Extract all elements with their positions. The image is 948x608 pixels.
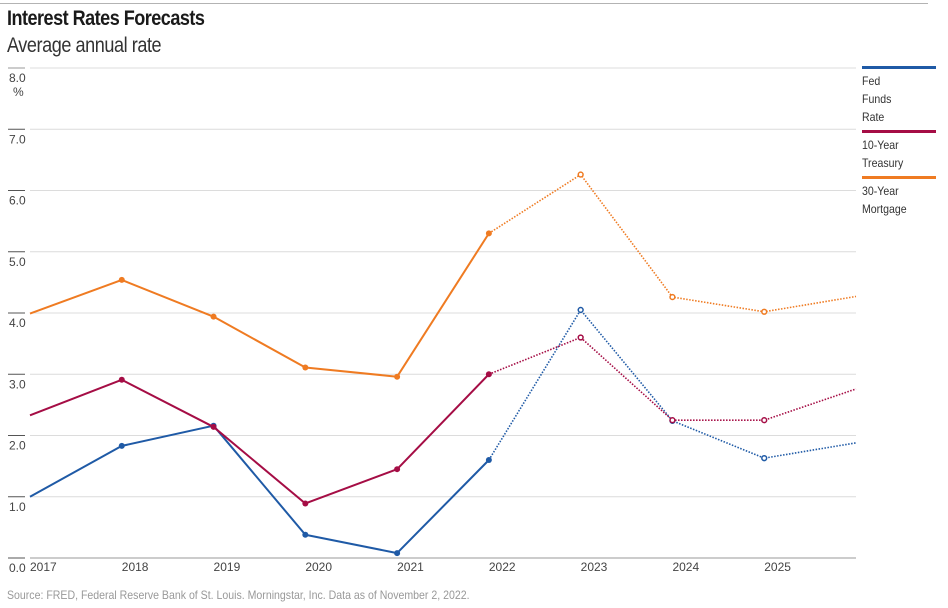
data-point — [302, 364, 309, 371]
data-point — [394, 373, 401, 380]
y-axis: 0.0 1.0 2.0 3.0 4.0 5.0 6.0 7.0 8.0% — [8, 67, 26, 575]
gridlines — [30, 67, 856, 498]
y-tick-label: 0.0 — [9, 561, 26, 575]
data-point — [302, 500, 309, 507]
series-line-actual — [29, 373, 490, 505]
data-point — [761, 417, 768, 424]
series-30-year-mortgage — [29, 171, 857, 380]
series-lines — [29, 171, 857, 557]
data-point — [485, 230, 492, 237]
legend-item: 30-Year Mortgage — [862, 176, 936, 218]
x-tick-label: 2018 — [122, 560, 149, 574]
series-line-forecast — [488, 308, 857, 461]
legend-label-line: Fed — [862, 74, 881, 88]
series-line-forecast — [488, 173, 857, 313]
series-line-forecast — [488, 336, 857, 421]
y-tick-label: 6.0 — [9, 194, 26, 208]
data-point — [761, 308, 768, 315]
x-tick-label: 2020 — [305, 560, 332, 574]
data-point — [394, 466, 401, 473]
data-point — [394, 550, 401, 557]
data-point — [210, 313, 217, 320]
legend-label: 10-Year Treasury — [862, 136, 927, 172]
legend-label: 30-Year Mortgage — [862, 182, 927, 218]
data-point — [669, 293, 676, 301]
data-point — [577, 334, 584, 341]
legend-label: Fed Funds Rate — [862, 72, 927, 126]
legend-label-line: Treasury — [862, 156, 904, 170]
y-tick-label: 5.0 — [9, 255, 26, 269]
chart-subtitle: Average annual rate — [7, 34, 162, 57]
y-tick-label: 4.0 — [9, 316, 26, 330]
series-line-actual — [29, 424, 490, 555]
legend-label-line: Rate — [862, 110, 885, 124]
data-point — [577, 306, 584, 314]
data-point — [118, 276, 125, 283]
source-note: Source: FRED, Federal Reserve Bank of St… — [7, 588, 470, 602]
data-point — [669, 417, 676, 424]
x-tick-label: 2022 — [489, 560, 516, 574]
y-tick-label: 2.0 — [9, 439, 26, 453]
legend-label-line: 10-Year — [862, 138, 899, 152]
data-point — [302, 531, 309, 538]
y-tick-label: 3.0 — [9, 377, 26, 391]
series-10-year-treasury — [29, 334, 857, 507]
data-point — [485, 371, 492, 378]
data-point — [118, 376, 125, 383]
x-tick-label: 2023 — [581, 560, 608, 574]
data-point — [761, 455, 768, 462]
x-axis: 2017 2018 2019 2020 2021 2022 2023 2024 2025 — [30, 557, 856, 574]
legend-item: Fed Funds Rate — [862, 66, 936, 126]
x-tick-label: 2021 — [397, 560, 424, 574]
series-line-actual — [29, 232, 490, 378]
data-point — [485, 457, 492, 463]
chart-title: Interest Rates Forecasts — [7, 7, 205, 30]
series-fed-funds-rate — [29, 306, 857, 557]
x-tick-label: 2025 — [764, 560, 791, 574]
legend-label-line: Mortgage — [862, 202, 907, 216]
y-tick-label: 7.0 — [9, 132, 26, 146]
data-point — [210, 423, 217, 430]
x-tick-label: 2019 — [214, 560, 241, 574]
data-point — [577, 171, 584, 178]
legend-label-line: 30-Year — [862, 184, 899, 198]
y-tick-label: 8.0 — [9, 71, 26, 85]
data-point — [118, 442, 125, 449]
legend-label-line: Funds — [862, 92, 892, 106]
top-rule — [0, 3, 928, 4]
x-tick-label: 2017 — [30, 560, 57, 574]
y-tick-label: 1.0 — [9, 500, 26, 514]
y-unit-label: % — [13, 85, 24, 99]
legend-item: 10-Year Treasury — [862, 130, 936, 172]
x-tick-label: 2024 — [672, 560, 699, 574]
legend: Fed Funds Rate 10-Year Treasury 30-Year Mortga… — [862, 66, 936, 222]
